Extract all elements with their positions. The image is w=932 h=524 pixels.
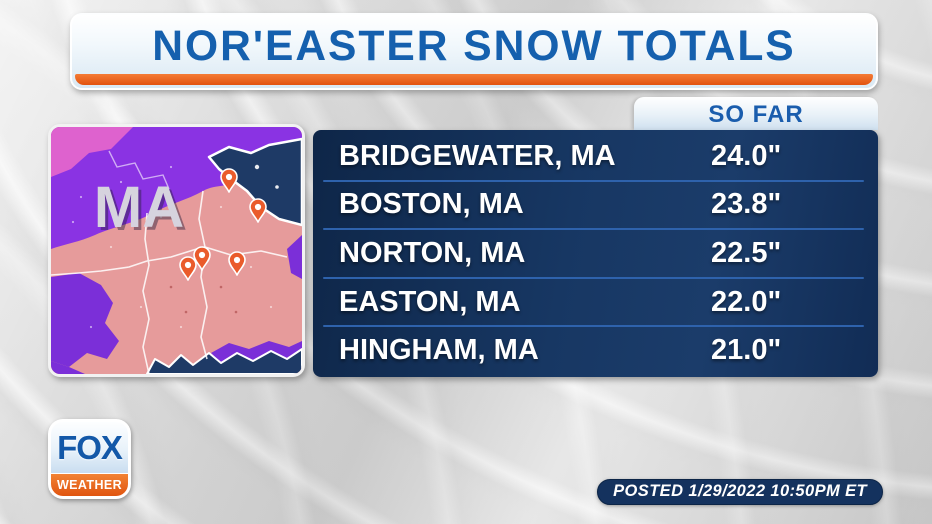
posted-badge: POSTED 1/29/2022 10:50PM ET	[597, 479, 883, 505]
map-panel: MA MA	[48, 124, 305, 377]
table-row: EASTON, MA 22.0"	[313, 279, 878, 326]
state-label-shadow: MA	[97, 178, 187, 243]
table-row: BRIDGEWATER, MA 24.0"	[313, 133, 878, 180]
table-header-label: SO FAR	[708, 100, 804, 128]
state-label: MA	[94, 175, 184, 240]
page-title: NOR'EASTER SNOW TOTALS	[152, 22, 796, 70]
logo-top-panel: FOX	[51, 422, 128, 473]
title-banner: NOR'EASTER SNOW TOTALS	[70, 13, 878, 90]
fox-weather-logo: FOX WEATHER	[48, 419, 131, 499]
snow-totals-table: BRIDGEWATER, MA 24.0" BOSTON, MA 23.8" N…	[313, 130, 878, 377]
logo-weather-band: WEATHER	[51, 474, 128, 496]
logo-fox-text: FOX	[57, 428, 123, 466]
weather-map: MA MA	[51, 127, 302, 374]
table-row: BOSTON, MA 23.8"	[313, 182, 878, 229]
row-location: NORTON, MA	[339, 236, 526, 269]
table-header-tab: SO FAR	[634, 97, 878, 130]
row-value: 22.0"	[711, 285, 782, 318]
row-value: 23.8"	[711, 188, 782, 221]
row-location: EASTON, MA	[339, 285, 521, 318]
row-divider	[323, 179, 864, 182]
logo-weather-text: WEATHER	[56, 478, 123, 492]
posted-label: POSTED 1/29/2022 10:50PM ET	[613, 482, 867, 500]
row-divider	[323, 228, 864, 231]
row-value: 24.0"	[711, 139, 782, 172]
table-row: HINGHAM, MA 21.0"	[313, 327, 878, 374]
map-speckles	[71, 165, 273, 329]
row-location: HINGHAM, MA	[339, 334, 539, 367]
row-location: BOSTON, MA	[339, 188, 524, 221]
row-location: BRIDGEWATER, MA	[339, 139, 616, 172]
county-borders	[51, 190, 288, 374]
accent-bar	[75, 74, 873, 85]
row-divider	[323, 276, 864, 279]
row-value: 21.0"	[711, 334, 782, 367]
row-divider	[323, 325, 864, 328]
row-value: 22.5"	[711, 236, 782, 269]
table-row: NORTON, MA 22.5"	[313, 230, 878, 277]
